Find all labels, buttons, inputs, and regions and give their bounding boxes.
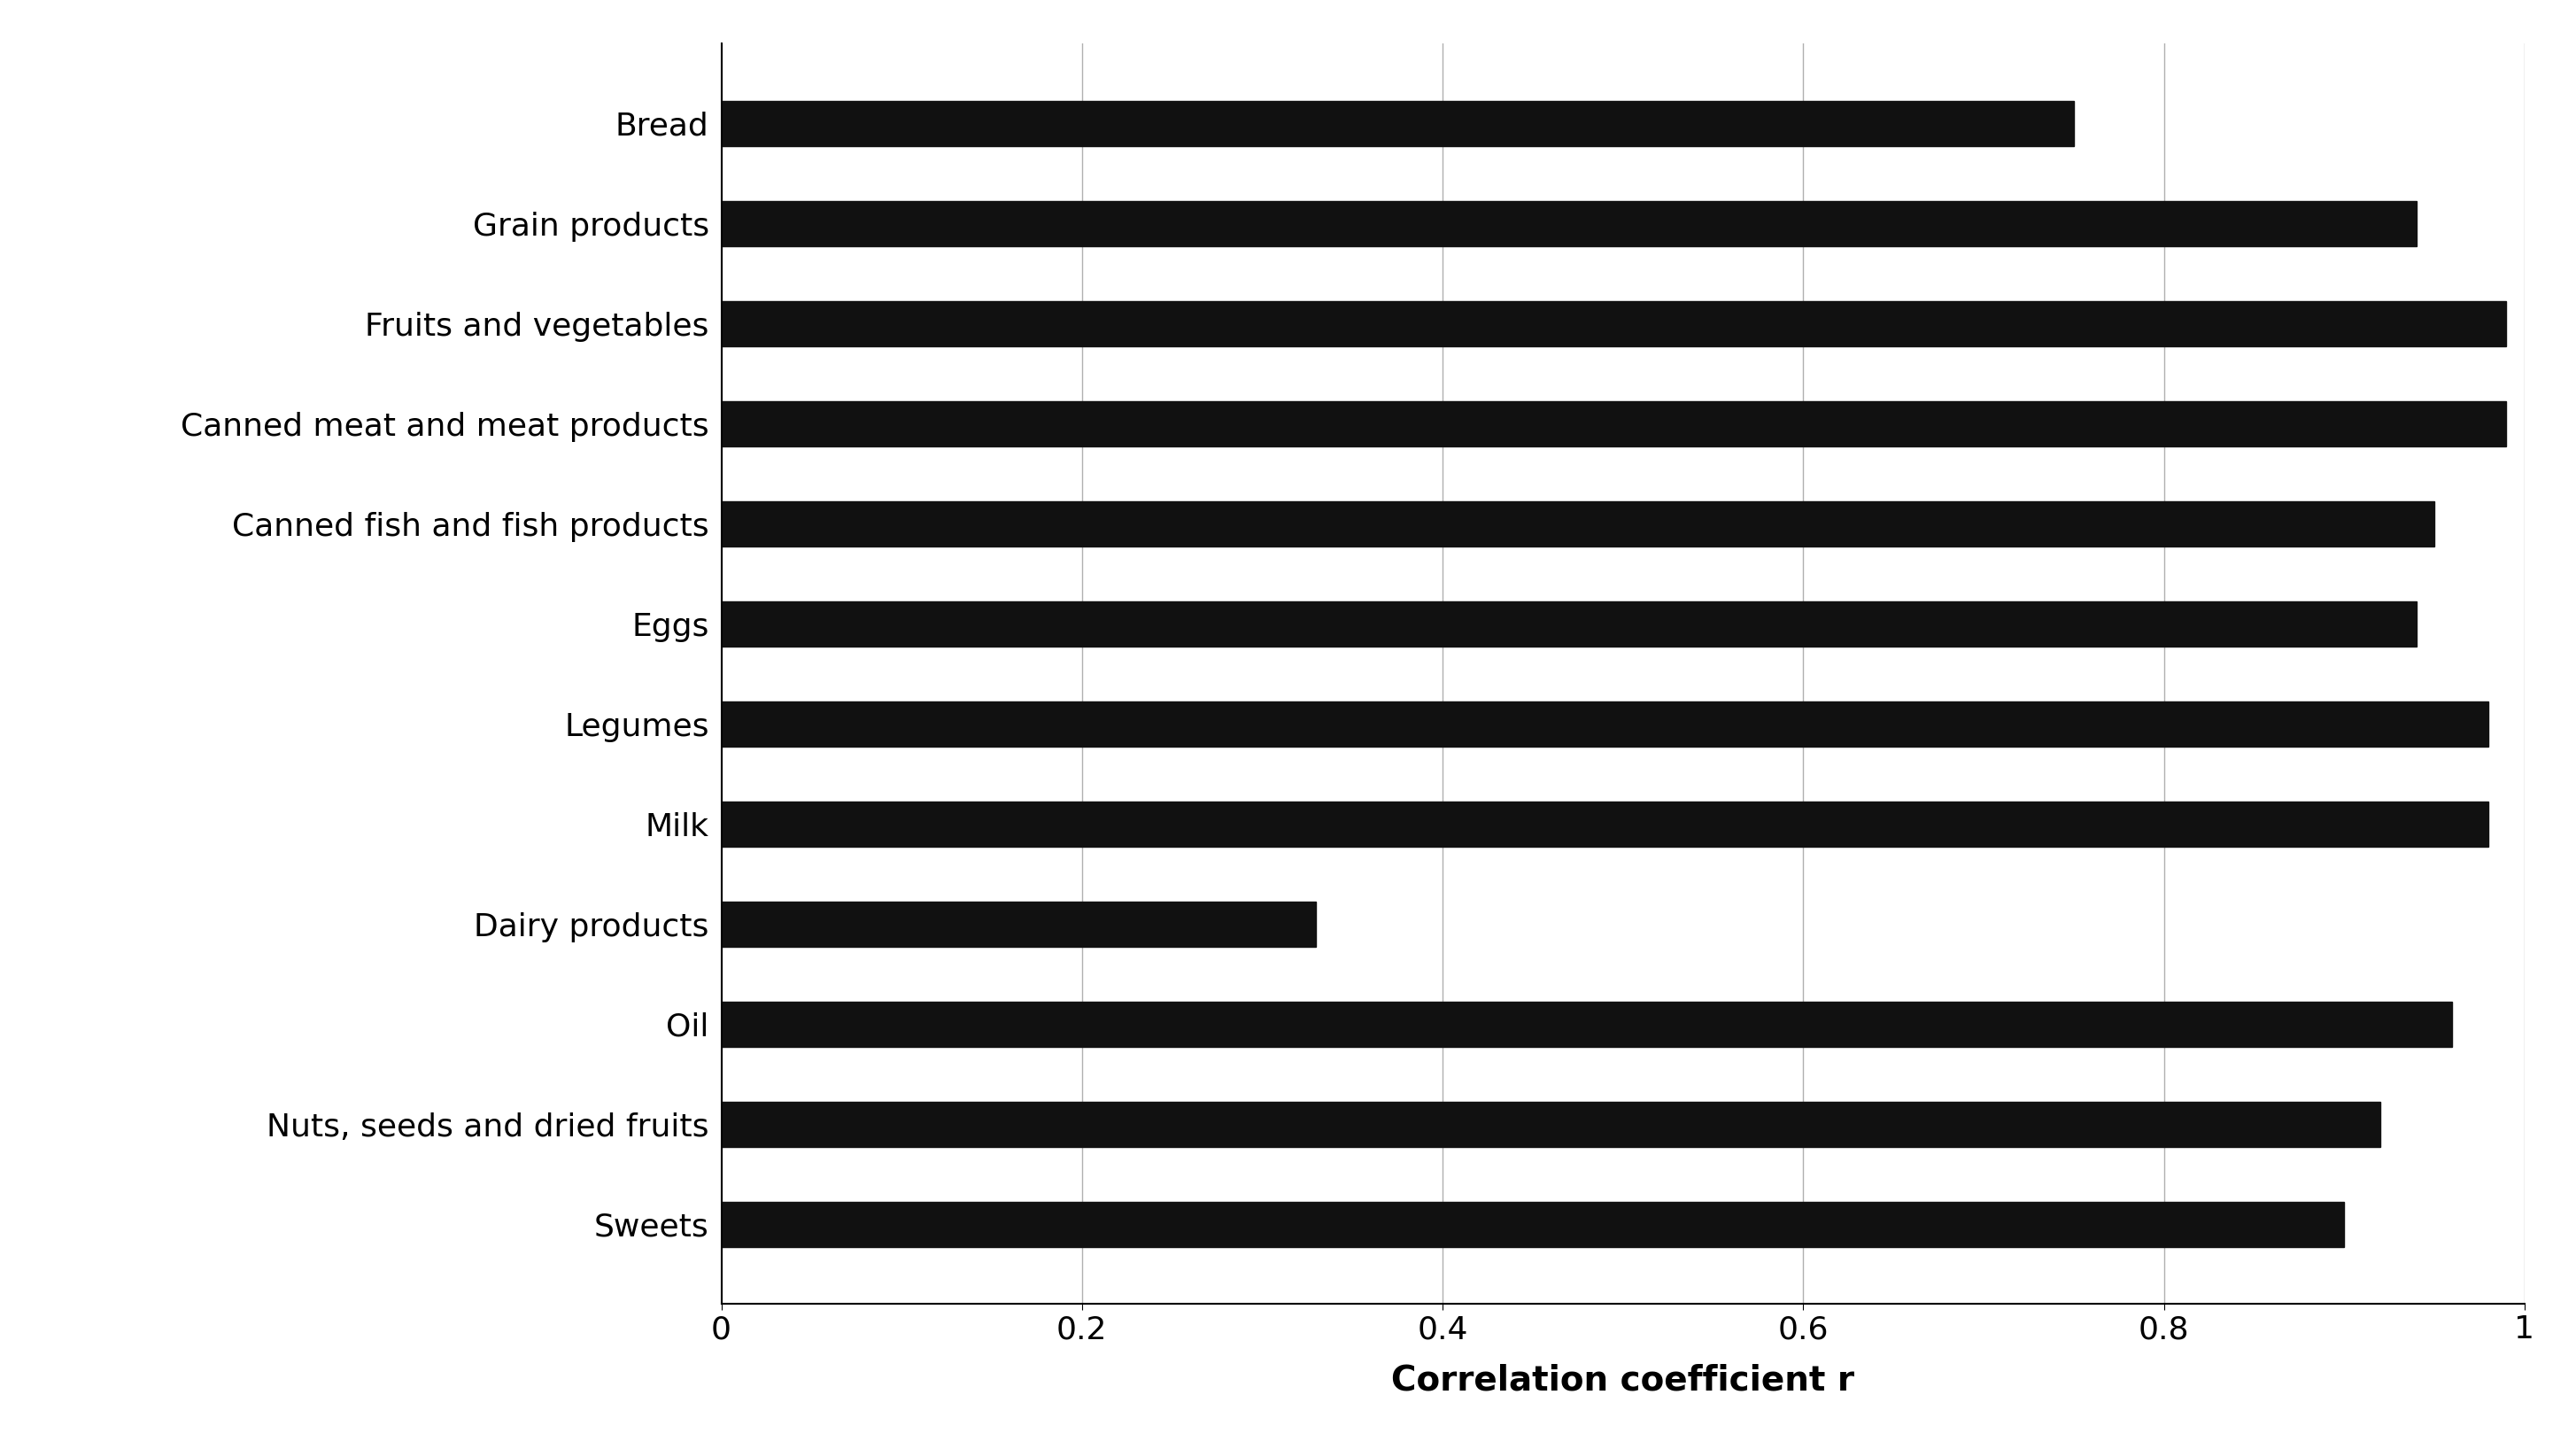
Bar — [721, 201, 2416, 246]
Bar — [721, 901, 1316, 946]
Bar — [721, 401, 2506, 446]
Bar — [721, 1001, 2452, 1046]
Bar — [721, 801, 2488, 846]
Bar — [721, 101, 2074, 146]
X-axis label: Correlation coefficient r: Correlation coefficient r — [1391, 1364, 1855, 1397]
Bar — [721, 1201, 2344, 1246]
Bar — [721, 1101, 2380, 1146]
Bar — [721, 701, 2488, 746]
Bar — [721, 301, 2506, 346]
Bar — [721, 501, 2434, 546]
Bar — [721, 601, 2416, 646]
